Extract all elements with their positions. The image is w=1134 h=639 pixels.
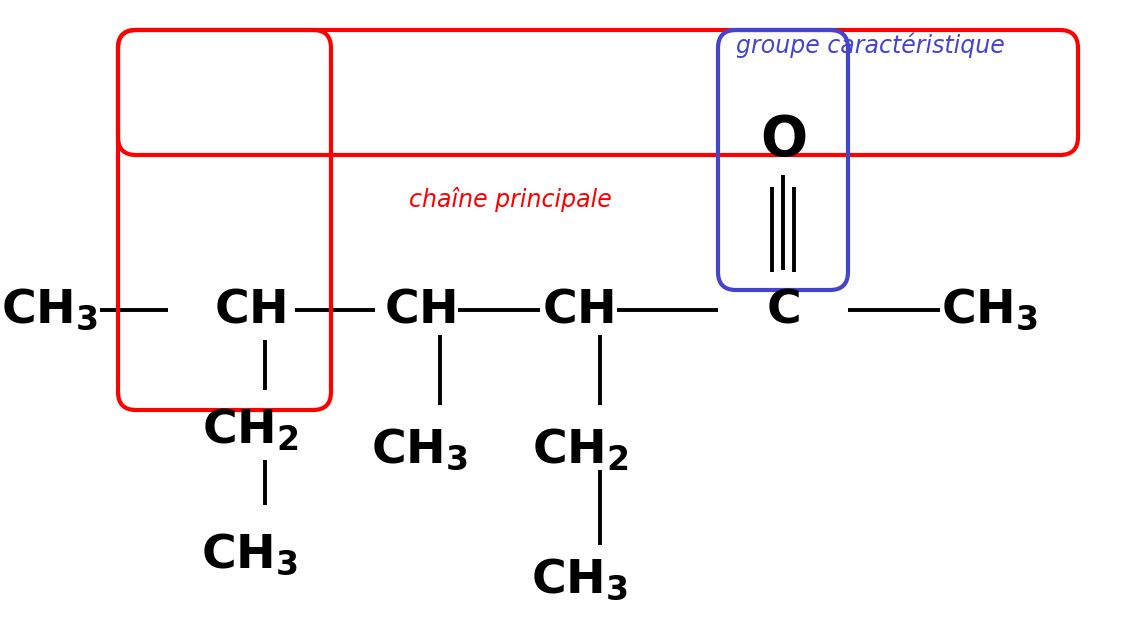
Text: $\mathbf{CH_3}$: $\mathbf{CH_3}$ [941,287,1039,333]
Text: $\mathbf{CH_2}$: $\mathbf{CH_2}$ [202,407,298,453]
Text: $\mathbf{CH}$: $\mathbf{CH}$ [542,288,613,332]
Text: $\mathbf{CH}$: $\mathbf{CH}$ [384,288,456,332]
Text: $\mathbf{CH_3}$: $\mathbf{CH_3}$ [532,557,628,603]
Text: $\mathbf{CH}$: $\mathbf{CH}$ [214,288,286,332]
Text: $\mathbf{C}$: $\mathbf{C}$ [767,288,799,332]
Text: $\mathbf{CH_3}$: $\mathbf{CH_3}$ [1,287,99,333]
Text: $\mathbf{O}$: $\mathbf{O}$ [760,113,806,167]
Text: groupe caractéristique: groupe caractéristique [736,32,1005,58]
Text: $\mathbf{CH_2}$: $\mathbf{CH_2}$ [532,427,628,473]
Text: chaîne principale: chaîne principale [408,187,611,213]
Text: $\mathbf{CH_3}$: $\mathbf{CH_3}$ [372,427,468,473]
Text: $\mathbf{CH_3}$: $\mathbf{CH_3}$ [202,532,298,578]
